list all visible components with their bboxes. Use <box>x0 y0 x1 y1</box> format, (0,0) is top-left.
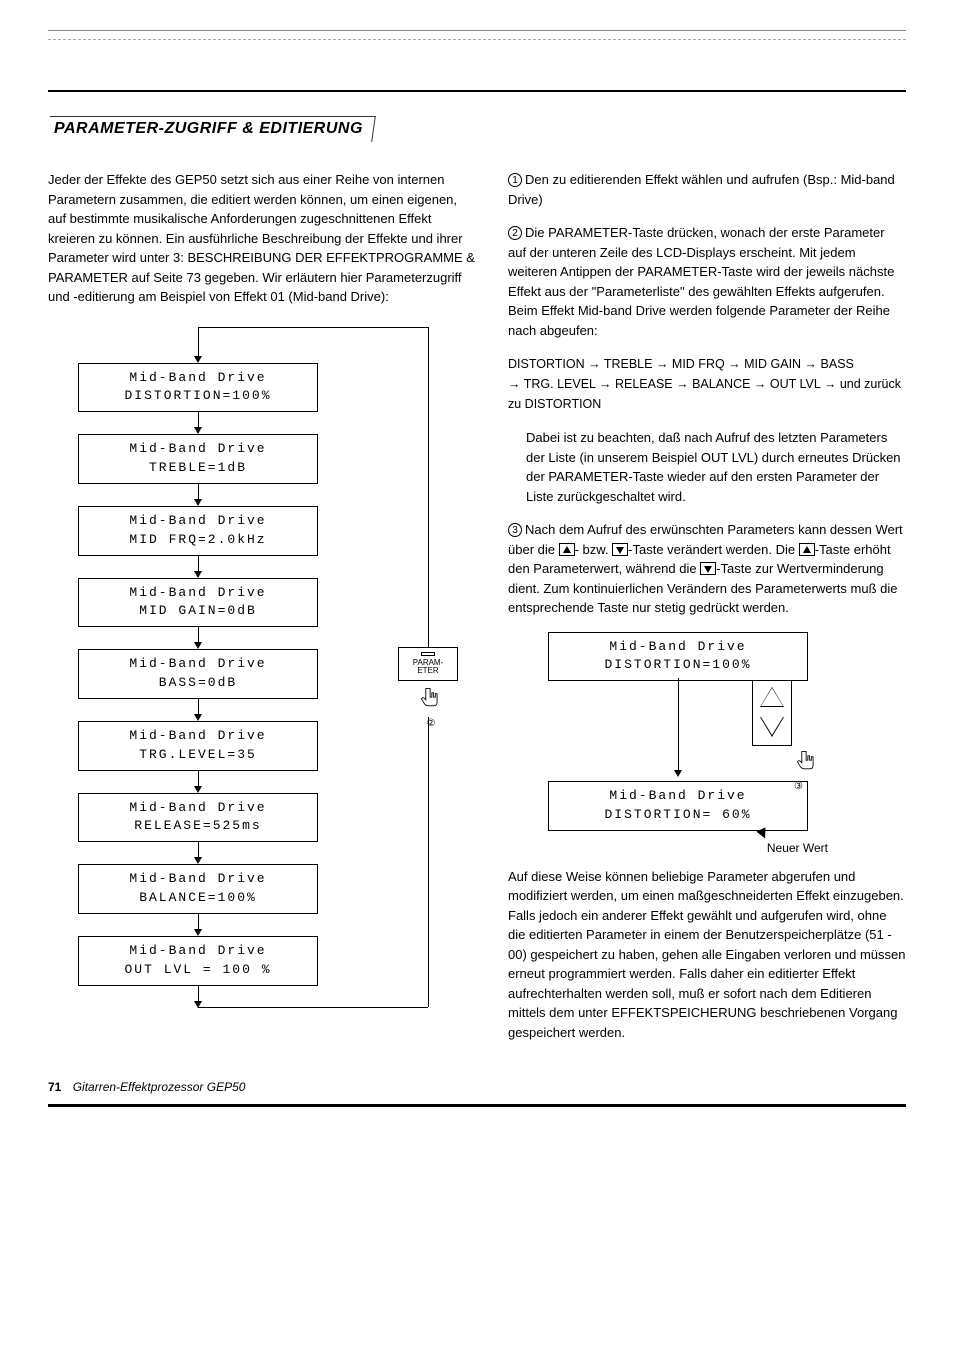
step-3: 3Nach dem Aufruf des erwünschten Paramet… <box>508 520 906 618</box>
page-number: 71 <box>48 1080 61 1094</box>
top-rule <box>48 30 906 31</box>
parameter-button-label: PARAM- ETER <box>413 658 444 676</box>
step-marker-3: ③ <box>794 779 820 794</box>
flow-box: Mid-Band DriveDISTORTION=100% <box>78 363 318 413</box>
decrement-button-icon <box>757 715 787 741</box>
up-down-buttons[interactable] <box>752 680 792 746</box>
parameter-button[interactable]: PARAM- ETER <box>398 647 458 682</box>
flow-arrow-icon <box>78 484 318 506</box>
new-value-arrow-icon <box>754 829 768 839</box>
flow-arrow-icon <box>78 914 318 936</box>
flow-arrow-icon <box>78 986 318 1008</box>
flow-arrow-icon <box>78 699 318 721</box>
down-triangle-icon <box>612 543 628 556</box>
intro-text: Jeder der Effekte des GEP50 setzt sich a… <box>48 170 478 307</box>
footer-title: Gitarren-Effektprozessor GEP50 <box>73 1080 246 1094</box>
step-2: 2Die PARAMETER-Taste drücken, wonach der… <box>508 223 906 340</box>
page-footer: 71 Gitarren-Effektprozessor GEP50 <box>48 1078 906 1096</box>
hand-pointer-icon: ② <box>418 685 444 732</box>
flow-arrow-icon <box>78 556 318 578</box>
parameter-flowchart: PARAM- ETER ② Mid-Band DriveDISTORTION=1… <box>78 327 478 1008</box>
up-triangle-icon <box>799 543 815 556</box>
flow-box: Mid-Band DriveRELEASE=525ms <box>78 793 318 843</box>
section-heading-wrap: PARAMETER-ZUGRIFF & EDITIERUNG <box>48 116 906 142</box>
step-marker-2: ② <box>418 716 444 731</box>
up-triangle-icon <box>559 543 575 556</box>
flow-arrow-icon <box>78 627 318 649</box>
flow-box: Mid-Band DriveTREBLE=1dB <box>78 434 318 484</box>
heavy-rule <box>48 90 906 92</box>
increment-button-icon <box>757 685 787 711</box>
parameter-chain: DISTORTION → TREBLE → MID FRQ → MID GAIN… <box>508 354 906 414</box>
flow-box: Mid-Band DriveBASS=0dB <box>78 649 318 699</box>
example-box-after: Mid-Band Drive DISTORTION= 60% <box>548 781 808 831</box>
flow-arrow-icon <box>78 842 318 864</box>
step-1: 1Den zu editierenden Effekt wählen und a… <box>508 170 906 209</box>
flow-box: Mid-Band DriveOUT LVL = 100 % <box>78 936 318 986</box>
top-dashed-rule <box>48 39 906 40</box>
bottom-rule <box>48 1104 906 1107</box>
flow-box: Mid-Band DriveMID FRQ=2.0kHz <box>78 506 318 556</box>
new-value-label: Neuer Wert <box>767 839 828 857</box>
down-triangle-icon <box>700 562 716 575</box>
value-change-example: Mid-Band Drive DISTORTION=100% ③ Mid-Ban… <box>548 632 808 831</box>
flow-box: Mid-Band DriveBALANCE=100% <box>78 864 318 914</box>
example-box-before: Mid-Band Drive DISTORTION=100% <box>548 632 808 682</box>
hand-pointer-icon: ③ <box>794 748 820 795</box>
note-text: Dabei ist zu beachten, daß nach Aufruf d… <box>526 428 906 506</box>
flow-arrow-icon <box>78 412 318 434</box>
section-heading: PARAMETER-ZUGRIFF & EDITIERUNG <box>54 117 363 141</box>
closing-text: Auf diese Weise können beliebige Paramet… <box>508 867 906 1043</box>
flow-box: Mid-Band DriveMID GAIN=0dB <box>78 578 318 628</box>
flow-arrow-icon <box>78 771 318 793</box>
flow-box: Mid-Band DriveTRG.LEVEL=35 <box>78 721 318 771</box>
